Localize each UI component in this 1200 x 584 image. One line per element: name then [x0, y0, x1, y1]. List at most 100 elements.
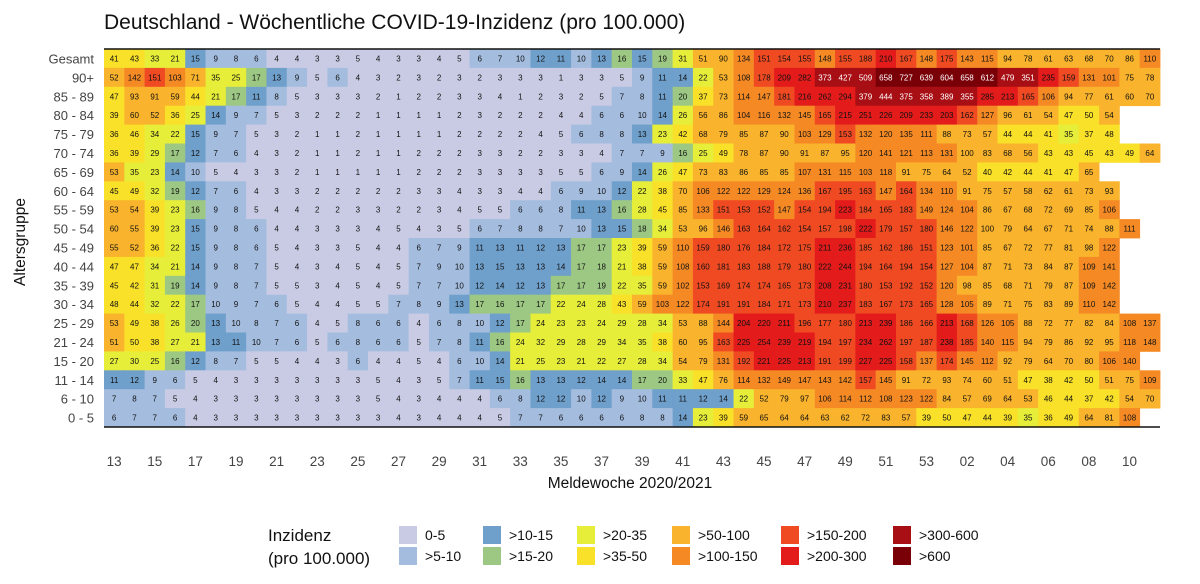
heatmap-cell — [307, 49, 328, 69]
heatmap-cell-value: 74 — [1084, 225, 1093, 234]
heatmap-cell-value: 59 — [658, 262, 667, 271]
heatmap-cell-value: 3 — [295, 376, 300, 385]
heatmap-cell-value: 154 — [798, 206, 812, 215]
heatmap-cell — [550, 105, 572, 125]
heatmap-cell — [855, 313, 877, 333]
heatmap-cell-value: 3 — [579, 149, 584, 158]
heatmap-cell-value: 45 — [110, 187, 119, 196]
legend-label: >100-150 — [698, 548, 758, 564]
heatmap-cell-value: 2 — [356, 111, 361, 120]
heatmap-cell-value: 10 — [516, 54, 525, 63]
heatmap-cell-value: 2 — [518, 111, 523, 120]
heatmap-cell — [692, 200, 714, 220]
heatmap-cell — [185, 67, 206, 88]
heatmap-cell-value: 227 — [859, 357, 873, 366]
heatmap-cell-value: 63 — [820, 414, 829, 423]
heatmap-cell-value: 65 — [1084, 168, 1093, 177]
heatmap-cell-value: 56 — [699, 111, 708, 120]
heatmap-cell-value: 165 — [818, 111, 832, 120]
heatmap-cell-value: 91 — [800, 149, 809, 158]
heatmap-cell-value: 2 — [457, 111, 462, 120]
heatmap-cell-value: 75 — [983, 187, 992, 196]
heatmap-cell — [205, 256, 227, 277]
heatmap-cell — [185, 219, 206, 239]
heatmap-cell — [692, 238, 714, 258]
x-tick-label: 19 — [228, 454, 243, 469]
heatmap-cell-value: 4 — [295, 243, 300, 252]
heatmap-cell-value: 44 — [983, 414, 992, 423]
heatmap-cell-value: 444 — [879, 92, 893, 101]
heatmap-cell-value: 4 — [254, 187, 259, 196]
heatmap-cell-value: 196 — [798, 319, 812, 328]
heatmap-cell — [550, 86, 572, 107]
heatmap-cell — [368, 181, 389, 201]
heatmap-cell-value: 16 — [617, 54, 626, 63]
heatmap-cell — [449, 294, 470, 314]
heatmap-cell — [611, 67, 633, 88]
heatmap-cell-value: 63 — [1064, 54, 1073, 63]
heatmap-cell-value: 107 — [798, 168, 812, 177]
heatmap-cell-value: 225 — [778, 357, 792, 366]
heatmap-cell-value: 9 — [213, 262, 218, 271]
heatmap-cell — [652, 256, 674, 277]
heatmap-cell — [875, 49, 897, 69]
heatmap-cell-value: 5 — [356, 281, 361, 290]
heatmap-cell-value: 188 — [859, 54, 873, 63]
heatmap-cell — [956, 67, 978, 88]
heatmap-cell-value: 106 — [1042, 92, 1056, 101]
heatmap-cell — [1078, 86, 1100, 107]
heatmap-cell-value: 4 — [457, 395, 462, 404]
heatmap-cell-value: 39 — [150, 206, 159, 215]
heatmap-cell — [1078, 294, 1100, 314]
heatmap-cell-value: 7 — [153, 395, 158, 404]
heatmap-cell-value: 9 — [153, 376, 158, 385]
heatmap-cell — [632, 143, 653, 163]
heatmap-cell-value: 3 — [498, 73, 503, 82]
heatmap-cell-value: 8 — [356, 338, 361, 347]
heatmap-cell — [307, 294, 328, 314]
heatmap-cell-value: 8 — [234, 225, 239, 234]
heatmap-cell — [753, 200, 775, 220]
heatmap-cell — [591, 124, 613, 144]
heatmap-cell — [692, 219, 714, 239]
heatmap-cell-value: 148 — [920, 54, 934, 63]
heatmap-cell — [591, 49, 613, 69]
heatmap-cell-value: 3 — [356, 92, 361, 101]
heatmap-cell — [144, 219, 166, 239]
heatmap-cell-value: 9 — [213, 130, 218, 139]
heatmap-cell-value: 1 — [376, 168, 381, 177]
heatmap-cell-value: 71 — [1003, 300, 1012, 309]
heatmap-cell — [956, 124, 978, 144]
heatmap-cell — [469, 162, 491, 182]
heatmap-cell — [530, 105, 552, 125]
heatmap-cell-value: 4 — [396, 357, 401, 366]
heatmap-cell — [753, 143, 775, 163]
heatmap-cell — [753, 86, 775, 107]
heatmap-cell-value: 15 — [191, 243, 200, 252]
heatmap-cell-value: 10 — [577, 225, 586, 234]
x-tick-label: 29 — [432, 454, 447, 469]
heatmap-cell-value: 4 — [376, 281, 381, 290]
heatmap-cell-value: 7 — [498, 225, 503, 234]
heatmap-cell — [916, 275, 938, 296]
heatmap-cell-value: 2 — [477, 130, 482, 139]
heatmap-cell-value: 149 — [920, 206, 934, 215]
y-tick-label: 65 - 69 — [54, 165, 94, 180]
heatmap-cell — [956, 143, 978, 163]
heatmap-cell — [997, 124, 1019, 144]
heatmap-cell-value: 15 — [617, 225, 626, 234]
heatmap-cell-value: 123 — [940, 243, 954, 252]
heatmap-cell — [347, 181, 369, 201]
heatmap-cell — [997, 294, 1019, 314]
heatmap-cell-value: 5 — [274, 111, 279, 120]
heatmap-cell-value: 6 — [274, 300, 279, 309]
heatmap-cell-value: 213 — [1001, 92, 1015, 101]
heatmap-cell — [550, 181, 572, 201]
heatmap-cell-value: 31 — [678, 54, 687, 63]
heatmap-cell — [571, 313, 592, 333]
heatmap-cell-value: 25 — [536, 357, 545, 366]
heatmap-cell-value: 5 — [376, 395, 381, 404]
heatmap-cell-value: 3 — [335, 376, 340, 385]
heatmap-cell — [246, 143, 267, 163]
heatmap-cell-value: 118 — [1123, 338, 1136, 347]
